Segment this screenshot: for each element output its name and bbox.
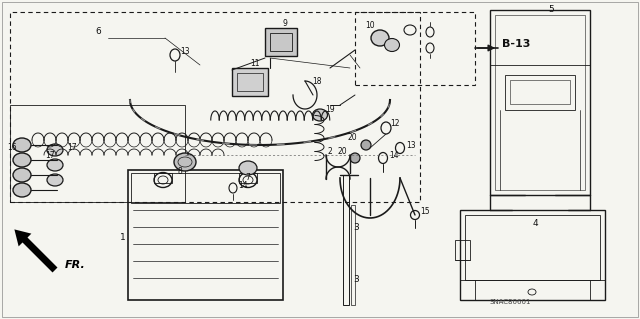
Text: 11: 11 <box>250 58 260 68</box>
Text: 15: 15 <box>420 207 429 217</box>
Bar <box>239 173 257 183</box>
Bar <box>460 210 605 300</box>
Text: 9: 9 <box>283 19 287 28</box>
Text: 20: 20 <box>348 133 358 143</box>
Ellipse shape <box>13 168 31 182</box>
Bar <box>237 73 263 91</box>
Bar <box>131 173 280 203</box>
Bar <box>10 12 420 202</box>
Ellipse shape <box>350 153 360 163</box>
Text: 10: 10 <box>365 20 374 29</box>
Text: 13: 13 <box>406 140 415 150</box>
Bar <box>465 215 600 280</box>
Bar <box>490 10 590 195</box>
Text: 17: 17 <box>45 151 54 160</box>
Text: 13: 13 <box>180 48 189 56</box>
Ellipse shape <box>361 140 371 150</box>
Text: 4: 4 <box>532 219 538 228</box>
Bar <box>505 75 575 110</box>
Ellipse shape <box>13 138 31 152</box>
Text: 16: 16 <box>7 144 17 152</box>
Text: 12: 12 <box>390 120 399 129</box>
Text: 7: 7 <box>246 174 250 182</box>
Bar <box>343 175 349 305</box>
Text: 3: 3 <box>353 224 359 233</box>
Bar <box>232 68 268 96</box>
Ellipse shape <box>47 159 63 171</box>
Ellipse shape <box>13 183 31 197</box>
Text: 8: 8 <box>178 167 182 176</box>
Bar <box>495 15 585 190</box>
Text: SNAC80601: SNAC80601 <box>489 299 531 305</box>
Bar <box>351 205 355 305</box>
Bar <box>270 33 292 51</box>
Ellipse shape <box>385 39 399 51</box>
Ellipse shape <box>47 174 63 186</box>
Text: 2: 2 <box>328 147 333 157</box>
Ellipse shape <box>174 153 196 171</box>
Text: 1: 1 <box>120 233 125 241</box>
Text: 14: 14 <box>389 151 399 160</box>
Ellipse shape <box>13 153 31 167</box>
Text: 19: 19 <box>325 106 335 115</box>
Text: B-13: B-13 <box>502 39 531 49</box>
Bar <box>128 170 283 300</box>
Bar <box>455 240 470 260</box>
Bar <box>154 173 172 183</box>
Ellipse shape <box>312 109 328 121</box>
Bar <box>355 12 475 85</box>
Bar <box>10 105 185 202</box>
Text: 6: 6 <box>95 27 100 36</box>
Text: 3: 3 <box>353 276 359 285</box>
Ellipse shape <box>47 144 63 156</box>
Text: FR.: FR. <box>65 260 86 270</box>
Text: 18: 18 <box>312 78 321 86</box>
Text: 20: 20 <box>337 147 347 157</box>
Text: 5: 5 <box>548 5 554 14</box>
Ellipse shape <box>239 161 257 175</box>
Bar <box>265 28 297 56</box>
FancyArrow shape <box>14 229 58 272</box>
Text: 14: 14 <box>238 181 248 189</box>
Text: 17: 17 <box>67 144 77 152</box>
Ellipse shape <box>371 30 389 46</box>
Bar <box>510 80 570 104</box>
